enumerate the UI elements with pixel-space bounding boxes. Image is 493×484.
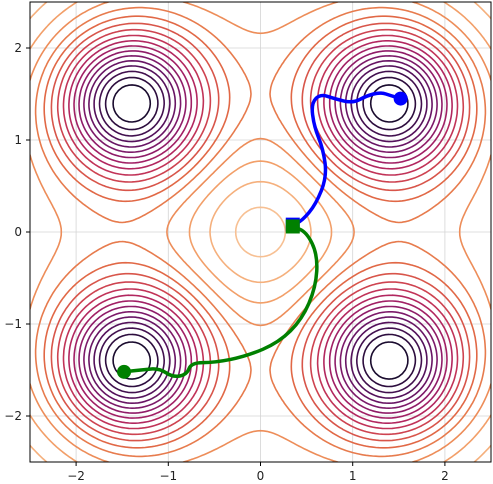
- contour-level: [104, 76, 417, 388]
- contour-level: [73, 45, 448, 419]
- x-axis-ticks: −2 −1 0 1 2: [67, 462, 449, 483]
- y-tick-label: 2: [14, 41, 22, 55]
- contour-level: [234, 206, 287, 258]
- x-tick-label: −1: [159, 469, 177, 483]
- x-tick-label: 0: [257, 469, 265, 483]
- trajectory-end-marker-0: [393, 91, 408, 106]
- contour-level: [68, 40, 453, 424]
- contour-level: [30, 2, 491, 462]
- y-axis-ticks: −2 −1 0 1 2: [4, 41, 30, 423]
- x-tick-label: −2: [67, 469, 85, 483]
- x-tick-label: 1: [349, 469, 357, 483]
- contour-level: [34, 6, 487, 458]
- y-tick-label: 0: [14, 225, 22, 239]
- contour-level: [93, 65, 428, 399]
- y-tick-label: −1: [4, 317, 22, 331]
- trajectory-line-0: [291, 91, 403, 227]
- y-tick-label: −2: [4, 409, 22, 423]
- contour-level: [30, 2, 491, 462]
- trajectory-end-marker-1: [117, 364, 132, 379]
- contour-level: [78, 50, 443, 414]
- contour-level: [56, 28, 465, 436]
- trajectories: [117, 91, 408, 379]
- contour-level: [62, 34, 459, 430]
- contour-lines: [30, 2, 491, 462]
- y-tick-label: 1: [14, 133, 22, 147]
- contour-level: [43, 15, 478, 449]
- x-tick-label: 2: [441, 469, 449, 483]
- contour-level: [50, 22, 471, 442]
- trajectory-start-marker-1: [285, 219, 300, 234]
- contour-level: [30, 2, 491, 462]
- contour-level: [88, 60, 433, 404]
- trajectory-line-1: [122, 224, 319, 379]
- contour-level: [83, 55, 438, 409]
- contour-level: [98, 70, 423, 394]
